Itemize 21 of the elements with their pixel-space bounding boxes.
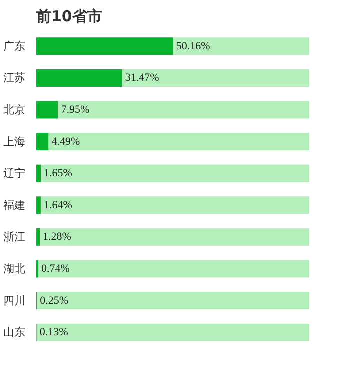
data-label: 0.74% xyxy=(42,263,70,275)
y-tick-label: 浙江 xyxy=(4,230,26,244)
y-tick-label: 江苏 xyxy=(4,72,26,85)
y-tick-label: 湖北 xyxy=(4,262,26,276)
y-tick-label: 四川 xyxy=(4,294,26,308)
data-label: 0.25% xyxy=(40,294,69,307)
y-tick-label: 上海 xyxy=(4,135,26,148)
data-label: 4.49% xyxy=(52,136,80,148)
data-label: 0.13% xyxy=(40,326,68,339)
data-label: 1.65% xyxy=(44,168,72,180)
data-label: 1.64% xyxy=(44,199,72,212)
y-tick-label: 福建 xyxy=(4,198,26,212)
y-tick-label: 辽宁 xyxy=(4,167,26,180)
data-label: 7.95% xyxy=(61,104,90,116)
chart-title: 前10省市 xyxy=(36,8,102,26)
data-label: 50.16% xyxy=(176,40,210,52)
y-tick-label: 北京 xyxy=(4,104,26,116)
data-label: 1.28% xyxy=(42,231,72,244)
data-label: 31.47% xyxy=(125,72,160,84)
y-tick-label: 广东 xyxy=(4,40,26,53)
y-tick-label: 山东 xyxy=(4,326,26,340)
